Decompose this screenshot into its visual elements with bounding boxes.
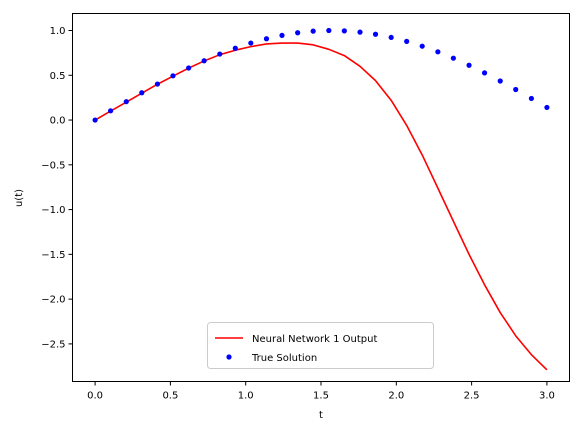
y-tick-label: −2.0	[41, 295, 65, 306]
x-tick-label: 1.5	[313, 391, 329, 402]
series-point-true-solution	[92, 117, 98, 123]
y-tick-label: 0.5	[50, 71, 66, 82]
x-axis: 0.0 0.5 1.0 1.5 2.0 2.5 3.0	[87, 381, 555, 402]
series-point-true-solution	[357, 29, 363, 35]
plot-area	[72, 13, 570, 382]
y-tick-label: −1.5	[41, 250, 65, 261]
series-point-true-solution	[170, 73, 176, 79]
y-tick-label: 1.0	[50, 26, 66, 37]
series-point-true-solution	[123, 99, 129, 105]
x-tick-label: 3.0	[539, 391, 555, 402]
series-point-true-solution	[388, 34, 394, 41]
series-point-true-solution	[544, 104, 550, 111]
y-axis-label: u(t)	[14, 189, 25, 207]
series-point-true-solution	[341, 28, 347, 34]
y-tick-label: −0.5	[41, 160, 65, 171]
series-point-true-solution	[154, 81, 161, 87]
x-axis-label: t	[319, 410, 323, 421]
series-point-true-solution	[497, 78, 503, 84]
series-point-true-solution	[310, 28, 316, 34]
x-tick-label: 1.0	[238, 391, 254, 402]
series-point-true-solution	[139, 90, 145, 96]
series-point-true-solution	[186, 65, 192, 71]
series-point-true-solution	[435, 49, 441, 55]
x-tick-label: 0.5	[162, 391, 178, 402]
x-tick-label: 0.0	[87, 391, 103, 402]
series-point-true-solution	[263, 36, 270, 42]
y-tick-label: −2.5	[41, 339, 65, 350]
series-point-true-solution	[419, 43, 425, 49]
legend-label-true-solution: True Solution	[251, 353, 317, 364]
y-tick-label: −1.0	[41, 205, 65, 216]
series-point-true-solution	[404, 38, 410, 44]
series-point-true-solution	[372, 31, 379, 37]
x-tick-label: 2.5	[464, 391, 480, 402]
legend-label-neural-network: Neural Network 1 Output	[252, 334, 377, 345]
series-point-true-solution	[279, 32, 285, 38]
series-point-true-solution	[217, 51, 223, 57]
y-axis: −2.5 −2.0 −1.5 −1.0 −0.5 0.0 0.5 1.0	[41, 26, 73, 350]
series-point-true-solution	[513, 86, 519, 93]
series-point-true-solution	[528, 95, 535, 102]
y-tick-label: 0.0	[50, 116, 66, 127]
series-point-true-solution	[450, 55, 456, 61]
legend-box	[207, 322, 434, 369]
series-point-true-solution	[201, 58, 207, 64]
series-line-neural-network	[94, 42, 548, 371]
legend-marker-swatch	[226, 354, 232, 360]
series-point-true-solution	[108, 108, 114, 114]
series-point-true-solution	[248, 40, 254, 46]
series-point-true-solution	[295, 30, 301, 36]
series-point-true-solution	[326, 27, 332, 34]
legend: Neural Network 1 Output True Solution	[207, 322, 434, 369]
series-layer	[92, 27, 550, 371]
series-point-true-solution	[232, 45, 238, 51]
series-point-true-solution	[481, 70, 488, 76]
series-point-true-solution	[466, 62, 472, 68]
x-tick-label: 2.0	[388, 391, 404, 402]
